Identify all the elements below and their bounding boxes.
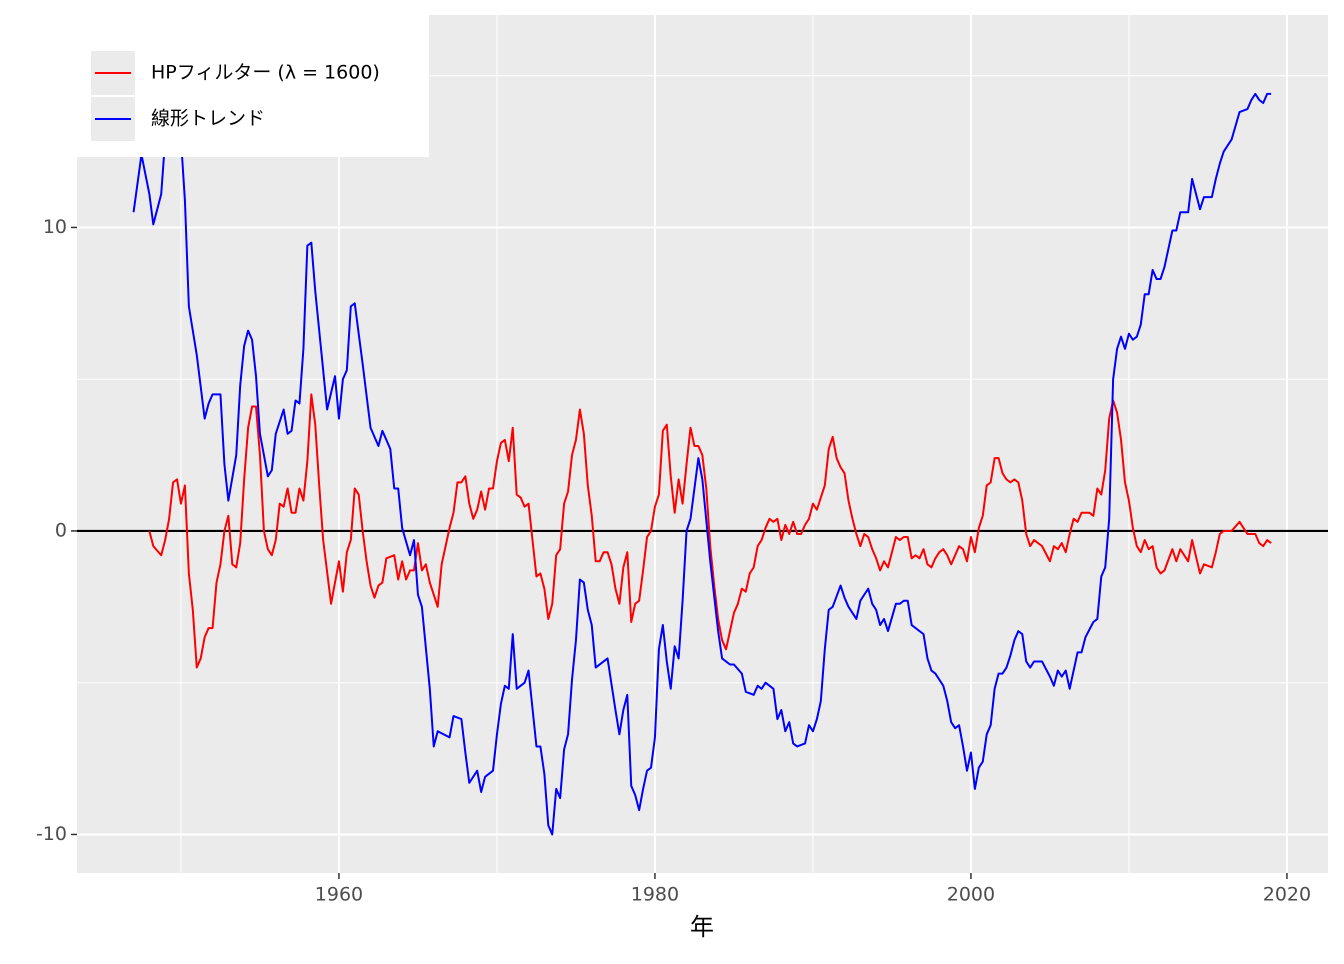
x-tick-label: 2020 xyxy=(1263,884,1311,906)
x-tick-label: 1960 xyxy=(315,884,363,906)
axes: 1960 1980 2000 2020 -10 0 10 xyxy=(36,216,1311,906)
y-tick-label: 10 xyxy=(43,216,67,238)
x-axis-title: 年 xyxy=(690,913,714,941)
legend-label: HPフィルター (λ = 1600) xyxy=(151,62,380,84)
legend: HPフィルター (λ = 1600) 線形トレンド xyxy=(77,15,429,157)
y-tick-label: 0 xyxy=(55,519,67,541)
legend-box xyxy=(77,15,429,157)
y-tick-label: -10 xyxy=(36,823,67,845)
plot-panel xyxy=(77,15,1328,873)
x-tick-label: 2000 xyxy=(947,884,995,906)
legend-label: 線形トレンド xyxy=(151,108,265,130)
lines xyxy=(77,92,1328,836)
series-line xyxy=(148,393,1272,669)
series-line xyxy=(132,92,1272,836)
x-tick-label: 1980 xyxy=(631,884,679,906)
